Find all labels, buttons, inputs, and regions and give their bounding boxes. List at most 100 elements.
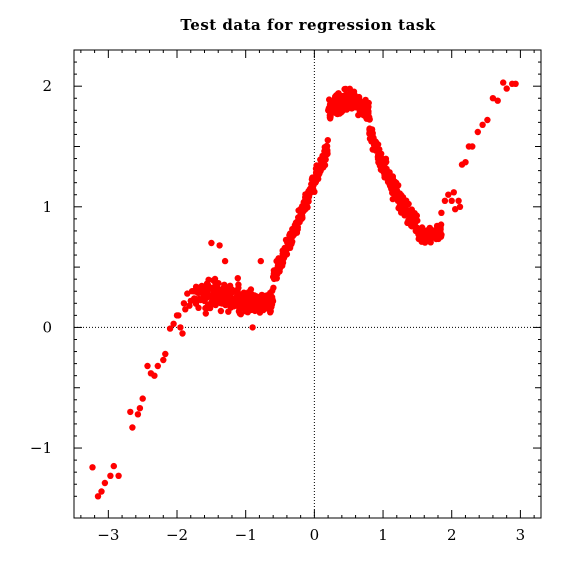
data-point xyxy=(184,290,191,297)
y-tick-label: 1 xyxy=(42,198,52,216)
data-point xyxy=(217,307,225,315)
data-point xyxy=(389,195,396,203)
data-point xyxy=(115,472,122,479)
data-point xyxy=(270,284,277,291)
data-point xyxy=(209,300,217,307)
data-point xyxy=(221,257,229,265)
data-point xyxy=(214,284,221,292)
data-point xyxy=(222,287,229,294)
x-tick-label: 1 xyxy=(378,526,388,544)
data-point xyxy=(251,299,258,306)
data-point xyxy=(387,176,394,184)
data-point xyxy=(238,301,245,308)
data-point xyxy=(320,153,327,160)
data-point xyxy=(328,109,335,117)
data-point xyxy=(489,95,497,102)
data-point xyxy=(154,362,161,370)
y-tick-label: 2 xyxy=(42,77,52,95)
data-point xyxy=(370,134,377,141)
data-point xyxy=(234,275,241,282)
data-point xyxy=(407,214,415,221)
data-point xyxy=(397,199,404,206)
data-point xyxy=(139,395,146,402)
data-point xyxy=(290,232,297,239)
x-tick-label: −2 xyxy=(166,526,188,544)
data-point xyxy=(349,101,356,109)
data-point xyxy=(166,325,174,332)
scatter-points xyxy=(89,79,519,500)
data-point xyxy=(500,79,507,86)
x-tick-label: 0 xyxy=(310,526,320,544)
data-point xyxy=(177,324,184,331)
data-point xyxy=(245,300,252,307)
data-point xyxy=(409,222,416,229)
data-point xyxy=(317,163,325,170)
data-point xyxy=(180,300,188,307)
data-point xyxy=(374,147,381,155)
data-point xyxy=(300,200,307,207)
data-point xyxy=(479,121,486,128)
data-point xyxy=(228,286,236,293)
data-point xyxy=(251,292,258,299)
data-point xyxy=(244,309,251,316)
data-point xyxy=(257,257,264,265)
data-point xyxy=(414,217,421,224)
data-point xyxy=(373,139,380,146)
data-point xyxy=(170,320,177,327)
data-point xyxy=(512,80,519,88)
data-point xyxy=(334,110,341,118)
data-point xyxy=(438,209,445,216)
data-point xyxy=(127,408,134,416)
data-point xyxy=(366,116,373,123)
data-point xyxy=(200,291,207,298)
data-point xyxy=(426,224,433,232)
data-point xyxy=(365,103,372,110)
data-point xyxy=(450,189,457,196)
data-point xyxy=(279,256,286,263)
data-point xyxy=(448,197,455,204)
data-point xyxy=(349,96,356,104)
data-point xyxy=(211,275,219,283)
data-point xyxy=(287,241,295,248)
data-point xyxy=(98,488,105,495)
x-tick-label: 3 xyxy=(516,526,526,544)
data-point xyxy=(224,298,231,305)
data-point xyxy=(160,356,167,364)
data-point xyxy=(134,411,142,418)
data-point xyxy=(192,297,199,305)
y-tick-label: −1 xyxy=(30,439,52,457)
data-point xyxy=(462,159,469,166)
data-point xyxy=(361,109,368,117)
reference-lines xyxy=(74,50,541,518)
x-tick-label: −3 xyxy=(97,526,119,544)
data-point xyxy=(452,206,459,213)
data-point xyxy=(262,292,269,300)
data-point xyxy=(345,92,352,99)
data-point xyxy=(162,350,169,358)
data-point xyxy=(94,493,102,500)
data-point xyxy=(273,257,280,265)
data-point xyxy=(317,167,324,175)
data-point xyxy=(89,464,96,471)
data-point xyxy=(107,472,114,479)
data-point xyxy=(282,245,289,252)
data-point xyxy=(268,295,275,302)
data-point xyxy=(110,462,118,470)
data-point xyxy=(376,162,384,169)
data-point xyxy=(431,227,438,234)
plot-frame xyxy=(73,49,542,519)
data-point xyxy=(286,236,293,243)
data-point xyxy=(151,372,158,379)
data-point xyxy=(421,228,428,235)
data-point xyxy=(225,308,232,315)
data-point xyxy=(456,203,464,210)
data-point xyxy=(203,280,211,287)
data-point xyxy=(469,143,476,150)
data-point xyxy=(182,306,189,313)
data-point xyxy=(503,85,510,92)
data-point xyxy=(300,208,307,215)
data-point xyxy=(208,239,215,247)
y-tick-label: 0 xyxy=(42,318,52,336)
data-point xyxy=(262,298,269,306)
